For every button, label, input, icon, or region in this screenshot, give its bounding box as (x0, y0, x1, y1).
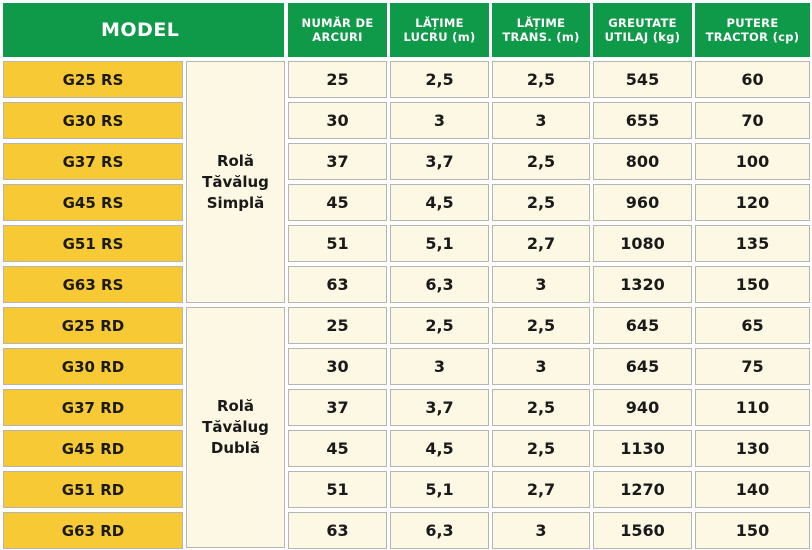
greutate-cell: 800 (593, 143, 692, 180)
latime-trans-cell: 2,7 (492, 225, 590, 262)
model-cell: G45 RD (3, 430, 183, 467)
putere-cell: 150 (695, 266, 810, 303)
putere-cell: 130 (695, 430, 810, 467)
arcuri-cell: 25 (288, 61, 387, 98)
header-latime-trans-line2: TRANS. (m) (502, 30, 580, 44)
putere-cell: 110 (695, 389, 810, 426)
model-cell: G51 RD (3, 471, 183, 508)
putere-cell: 60 (695, 61, 810, 98)
header-latime-lucru-line1: LĂȚIME (415, 16, 464, 30)
model-cell: G63 RS (3, 266, 183, 303)
arcuri-cell: 51 (288, 471, 387, 508)
arcuri-cell: 51 (288, 225, 387, 262)
model-cell: G30 RS (3, 102, 183, 139)
header-latime-lucru-line2: LUCRU (m) (403, 30, 476, 44)
arcuri-cell: 45 (288, 430, 387, 467)
model-cell: G37 RS (3, 143, 183, 180)
greutate-cell: 1080 (593, 225, 692, 262)
greutate-cell: 1270 (593, 471, 692, 508)
header-putere-line1: PUTERE (726, 16, 779, 30)
latime-lucru-cell: 3,7 (390, 143, 489, 180)
latime-trans-cell: 2,5 (492, 430, 590, 467)
model-cell: G25 RS (3, 61, 183, 98)
header-putere-line2: TRACTOR (cp) (705, 30, 800, 44)
greutate-cell: 1320 (593, 266, 692, 303)
latime-lucru-cell: 4,5 (390, 184, 489, 221)
greutate-cell: 645 (593, 307, 692, 344)
arcuri-cell: 37 (288, 389, 387, 426)
greutate-cell: 1130 (593, 430, 692, 467)
type-cell-simple: Rolă Tăvălug Simplă (186, 61, 285, 303)
putere-cell: 65 (695, 307, 810, 344)
latime-trans-cell: 3 (492, 348, 590, 385)
header-latime-trans: LĂȚIME TRANS. (m) (492, 3, 590, 57)
header-model: MODEL (3, 3, 284, 57)
model-cell: G51 RS (3, 225, 183, 262)
latime-trans-cell: 2,5 (492, 184, 590, 221)
latime-trans-cell: 3 (492, 102, 590, 139)
type-simple-line2: Tăvălug (202, 172, 269, 191)
type-simple-line1: Rolă (216, 151, 255, 170)
arcuri-cell: 25 (288, 307, 387, 344)
header-latime-trans-line1: LĂȚIME (516, 16, 566, 30)
header-latime-lucru: LĂȚIME LUCRU (m) (390, 3, 489, 57)
latime-lucru-cell: 6,3 (390, 512, 489, 549)
model-cell: G30 RD (3, 348, 183, 385)
arcuri-cell: 37 (288, 143, 387, 180)
putere-cell: 150 (695, 512, 810, 549)
arcuri-cell: 30 (288, 102, 387, 139)
latime-trans-cell: 2,5 (492, 143, 590, 180)
latime-lucru-cell: 6,3 (390, 266, 489, 303)
latime-lucru-cell: 2,5 (390, 307, 489, 344)
arcuri-cell: 63 (288, 512, 387, 549)
latime-lucru-cell: 5,1 (390, 225, 489, 262)
latime-lucru-cell: 3 (390, 102, 489, 139)
latime-lucru-cell: 4,5 (390, 430, 489, 467)
header-greutate-line1: GREUTATE (608, 16, 677, 30)
greutate-cell: 1560 (593, 512, 692, 549)
latime-lucru-cell: 3 (390, 348, 489, 385)
model-cell: G25 RD (3, 307, 183, 344)
latime-trans-cell: 2,7 (492, 471, 590, 508)
latime-lucru-cell: 3,7 (390, 389, 489, 426)
model-cell: G45 RS (3, 184, 183, 221)
arcuri-cell: 63 (288, 266, 387, 303)
putere-cell: 75 (695, 348, 810, 385)
header-putere: PUTERE TRACTOR (cp) (695, 3, 810, 57)
model-cell: G37 RD (3, 389, 183, 426)
greutate-cell: 645 (593, 348, 692, 385)
header-arcuri: NUMĂR DE ARCURI (288, 3, 387, 57)
greutate-cell: 960 (593, 184, 692, 221)
latime-lucru-cell: 5,1 (390, 471, 489, 508)
type-simple-line3: Simplă (206, 193, 265, 212)
greutate-cell: 545 (593, 61, 692, 98)
latime-trans-cell: 2,5 (492, 61, 590, 98)
latime-trans-cell: 2,5 (492, 389, 590, 426)
greutate-cell: 940 (593, 389, 692, 426)
arcuri-cell: 45 (288, 184, 387, 221)
greutate-cell: 655 (593, 102, 692, 139)
header-arcuri-line1: NUMĂR DE (301, 16, 374, 30)
type-double-line2: Tăvălug (202, 418, 269, 436)
putere-cell: 120 (695, 184, 810, 221)
latime-trans-cell: 2,5 (492, 307, 590, 344)
type-double-line3: Dublă (210, 439, 261, 457)
header-arcuri-line2: ARCURI (312, 30, 363, 44)
arcuri-cell: 30 (288, 348, 387, 385)
header-greutate: GREUTATE UTILAJ (kg) (593, 3, 692, 57)
header-greutate-line2: UTILAJ (kg) (604, 30, 681, 44)
type-cell-double: Rolă Tăvălug Dublă (186, 307, 285, 548)
model-cell: G63 RD (3, 512, 183, 549)
putere-cell: 135 (695, 225, 810, 262)
latime-trans-cell: 3 (492, 266, 590, 303)
latime-trans-cell: 3 (492, 512, 590, 549)
putere-cell: 140 (695, 471, 810, 508)
putere-cell: 70 (695, 102, 810, 139)
type-double-line1: Rolă (216, 397, 255, 415)
latime-lucru-cell: 2,5 (390, 61, 489, 98)
putere-cell: 100 (695, 143, 810, 180)
